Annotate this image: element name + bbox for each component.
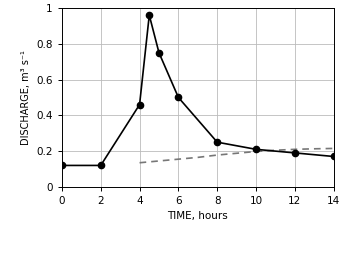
Y-axis label: DISCHARGE, m³ s⁻¹: DISCHARGE, m³ s⁻¹ xyxy=(21,50,31,145)
X-axis label: TIME, hours: TIME, hours xyxy=(168,211,228,222)
